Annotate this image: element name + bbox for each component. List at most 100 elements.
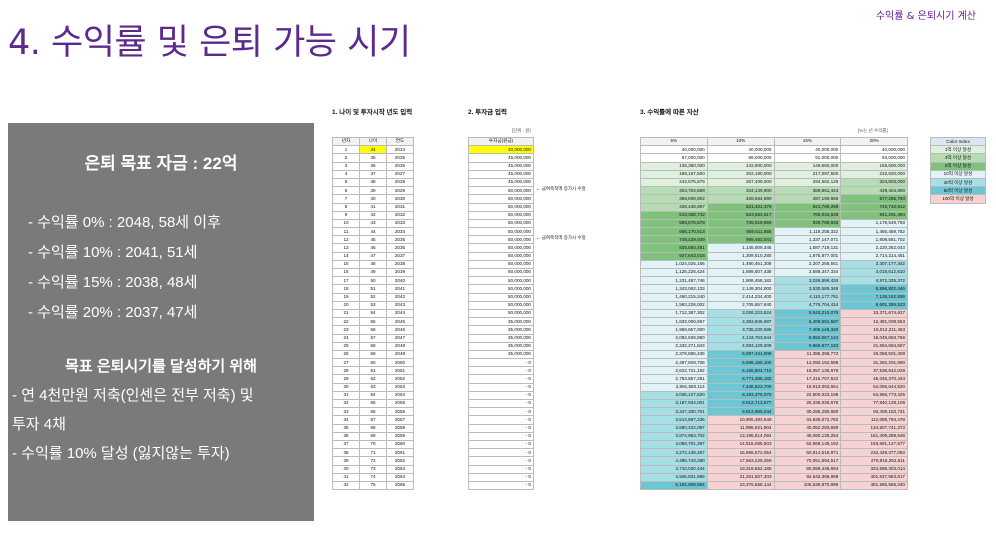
investment-cell[interactable]: 35,000,000	[468, 341, 534, 351]
table-cell[interactable]: 18	[332, 284, 360, 294]
table-cell[interactable]: 53	[359, 300, 387, 310]
table-cell[interactable]: 60	[359, 358, 387, 368]
table-cell[interactable]: 2056	[386, 407, 414, 417]
table-cell[interactable]: 13	[332, 243, 360, 253]
table-cell[interactable]: 2025	[386, 153, 414, 163]
table-cell[interactable]: 4	[332, 169, 360, 179]
table-cell[interactable]: 2030	[386, 194, 414, 204]
table-cell[interactable]: 21	[332, 308, 360, 319]
investment-cell[interactable]: 45,000,000	[468, 169, 534, 179]
table-cell[interactable]: 2062	[386, 456, 414, 466]
investment-cell[interactable]: - 0	[468, 464, 534, 474]
table-cell[interactable]: 71	[359, 448, 387, 458]
investment-cell[interactable]: 50,000,000	[468, 210, 534, 220]
table-cell[interactable]: 2032	[386, 210, 414, 220]
table-cell[interactable]: 41	[332, 472, 360, 482]
table-cell[interactable]: 10	[332, 218, 360, 229]
investment-cell[interactable]: - 0	[468, 472, 534, 482]
table-cell[interactable]: 2041	[386, 284, 414, 294]
table-cell[interactable]: 2059	[386, 431, 414, 441]
table-cell[interactable]: 66	[359, 407, 387, 417]
table-cell[interactable]: 27	[332, 358, 360, 368]
table-cell[interactable]: 65	[359, 398, 387, 409]
investment-cell[interactable]: - 0	[468, 439, 534, 450]
investment-cell[interactable]: 35,000,000	[468, 349, 534, 360]
table-cell[interactable]: 2049	[386, 349, 414, 360]
table-cell[interactable]: 15	[332, 259, 360, 270]
table-cell[interactable]: 56	[359, 325, 387, 335]
table-cell[interactable]: 58	[359, 341, 387, 351]
table-cell[interactable]: 1	[332, 145, 360, 155]
table-cell[interactable]: 2063	[386, 464, 414, 474]
investment-cell[interactable]: - 0	[468, 456, 534, 466]
table-cell[interactable]: 41	[359, 202, 387, 212]
table-cell[interactable]: 50	[359, 276, 387, 286]
investment-cell[interactable]: 45,000,000	[468, 161, 534, 171]
table-cell[interactable]: 48	[359, 259, 387, 270]
table-cell[interactable]: 45	[359, 235, 387, 245]
table-cell[interactable]: 37	[332, 439, 360, 450]
investment-cell[interactable]: - 0	[468, 448, 534, 458]
investment-cell[interactable]: - 0	[468, 407, 534, 417]
table-cell[interactable]: 2050	[386, 358, 414, 368]
investment-cell[interactable]: 35,000,000	[468, 325, 534, 335]
investment-cell[interactable]: 40,000,000	[468, 145, 534, 155]
investment-cell[interactable]: 50,000,000	[468, 243, 534, 253]
table-cell[interactable]: 63	[359, 382, 387, 392]
table-cell[interactable]: 2024	[386, 145, 414, 155]
table-cell[interactable]: 16	[332, 267, 360, 278]
table-cell[interactable]: 30	[332, 382, 360, 392]
table-cell[interactable]: 33	[332, 407, 360, 417]
table-cell[interactable]: 39	[332, 456, 360, 466]
investment-cell[interactable]: 50,000,000	[468, 259, 534, 270]
table-cell[interactable]: 2029	[386, 186, 414, 196]
investment-cell[interactable]: 50,000,000	[468, 186, 534, 196]
table-cell[interactable]: 17	[332, 276, 360, 286]
investment-cell[interactable]: - 0	[468, 374, 534, 384]
table-cell[interactable]: 14	[332, 251, 360, 261]
table-cell[interactable]: 38	[332, 448, 360, 458]
table-cell[interactable]: 2053	[386, 382, 414, 392]
investment-cell[interactable]: 50,000,000	[468, 227, 534, 237]
investment-cell[interactable]: 50,000,000	[468, 284, 534, 294]
investment-cell[interactable]: 50,000,000	[468, 308, 534, 319]
table-cell[interactable]: 5	[332, 177, 360, 188]
investment-cell[interactable]: 50,000,000	[468, 276, 534, 286]
table-cell[interactable]: 2043	[386, 300, 414, 310]
table-cell[interactable]: 39	[359, 186, 387, 196]
investment-cell[interactable]: - 0	[468, 415, 534, 425]
table-cell[interactable]: 2064	[386, 472, 414, 482]
table-cell[interactable]: 2039	[386, 267, 414, 278]
table-cell[interactable]: 23	[332, 325, 360, 335]
table-cell[interactable]: 2026	[386, 161, 414, 171]
table-cell[interactable]: 73	[359, 464, 387, 474]
table-cell[interactable]: 42	[332, 480, 360, 491]
investment-cell[interactable]: 35,000,000	[468, 333, 534, 343]
table-cell[interactable]: 68	[359, 423, 387, 433]
table-cell[interactable]: 2060	[386, 439, 414, 450]
table-cell[interactable]: 2037	[386, 251, 414, 261]
table-cell[interactable]: 59	[359, 349, 387, 360]
table-cell[interactable]: 2047	[386, 333, 414, 343]
table-cell[interactable]: 2044	[386, 308, 414, 319]
investment-cell[interactable]: 50,000,000	[468, 267, 534, 278]
table-cell[interactable]: 2054	[386, 390, 414, 401]
table-cell[interactable]: 7	[332, 194, 360, 204]
table-cell[interactable]: 67	[359, 415, 387, 425]
table-cell[interactable]: 51	[359, 284, 387, 294]
table-cell[interactable]: 35	[359, 153, 387, 163]
investment-cell[interactable]: - 0	[468, 358, 534, 368]
table-cell[interactable]: 43	[359, 218, 387, 229]
table-cell[interactable]: 42	[359, 210, 387, 220]
table-cell[interactable]: 40	[359, 194, 387, 204]
table-cell[interactable]: 2058	[386, 423, 414, 433]
table-cell[interactable]: 49	[359, 267, 387, 278]
table-cell[interactable]: 32	[332, 398, 360, 409]
table-cell[interactable]: 31	[332, 390, 360, 401]
table-cell[interactable]: 29	[332, 374, 360, 384]
investment-cell[interactable]: 50,000,000	[468, 202, 534, 212]
table-cell[interactable]: 44	[359, 227, 387, 237]
investment-cell[interactable]: - 0	[468, 480, 534, 491]
table-cell[interactable]: 19	[332, 292, 360, 302]
table-cell[interactable]: 64	[359, 390, 387, 401]
